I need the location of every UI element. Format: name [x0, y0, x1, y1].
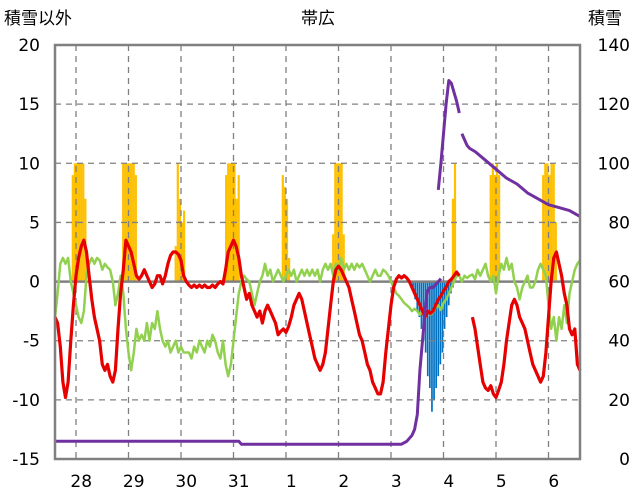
day-tick-label-2: 30: [175, 472, 197, 492]
sunshine-bar-45: [546, 163, 549, 282]
right-tick-label-2: 40: [608, 332, 630, 352]
precipitation-bar-11: [435, 281, 437, 389]
left-tick-label-7: 20: [18, 36, 40, 56]
sunshine-bar-27: [283, 186, 286, 282]
wind-line-0: [53, 256, 582, 378]
day-tick-label-4: 1: [286, 472, 297, 492]
sunshine-bar-46: [548, 175, 551, 282]
left-tick-label-6: 15: [18, 95, 40, 115]
day-tick-label-0: 28: [70, 472, 92, 492]
sunshine-bar-14: [174, 246, 177, 282]
snow_depth-line-2: [460, 133, 581, 218]
precipitation-bar-12: [437, 281, 440, 377]
precipitation-bar-3: [418, 281, 421, 318]
day-tick-label-9: 6: [548, 472, 559, 492]
sunshine-bar-5: [82, 163, 85, 282]
right-tick-label-1: 20: [608, 391, 630, 411]
bars-layer: [71, 163, 557, 412]
right-tick-label-6: 120: [598, 95, 630, 115]
sunshine-bar-30: [332, 234, 335, 282]
precipitation-bar-15: [443, 281, 446, 329]
sunshine-bar-39: [491, 163, 494, 282]
sunshine-bar-33: [338, 163, 341, 282]
snow_depth-line-0: [55, 277, 443, 446]
sunshine-bar-28: [285, 198, 289, 282]
sunshine-bar-24: [235, 198, 238, 282]
right-tick-label-5: 100: [598, 154, 630, 174]
sunshine-bar-32: [336, 163, 339, 282]
day-tick-label-7: 4: [443, 472, 454, 492]
left-tick-label-2: -5: [23, 332, 40, 352]
precipitation-bar-1: [414, 281, 416, 300]
day-tick-label-1: 29: [123, 472, 145, 492]
sunshine-bar-26: [281, 175, 284, 282]
sunshine-bar-19: [225, 175, 228, 282]
sunshine-bar-36: [451, 198, 454, 282]
right-axis-label: 積雪: [588, 9, 622, 29]
snow_depth-line-1: [436, 79, 461, 191]
right-tick-label-7: 140: [598, 36, 630, 56]
sunshine-bar-9: [126, 163, 129, 282]
left-tick-label-0: -15: [12, 450, 40, 470]
sunshine-bar-10: [128, 163, 131, 282]
sunshine-bar-43: [542, 175, 545, 282]
left-tick-label-5: 10: [18, 154, 40, 174]
sunshine-bar-25: [237, 175, 240, 282]
precipitation-bar-0: [412, 281, 414, 288]
precipitation-bar-13: [439, 281, 442, 365]
day-tick-label-3: 31: [228, 472, 250, 492]
lines-layer: [53, 79, 582, 446]
precipitation-bar-14: [441, 281, 444, 353]
sunshine-bar-1: [73, 163, 76, 282]
precipitation-bar-9: [431, 281, 433, 412]
sunshine-bar-18: [183, 210, 186, 282]
sunshine-bar-44: [544, 163, 547, 282]
day-tick-label-5: 2: [338, 472, 349, 492]
left-tick-label-4: 5: [29, 213, 40, 233]
chart-title: 帯広: [301, 9, 335, 29]
sunshine-bar-40: [493, 175, 496, 282]
temperature-line-1: [470, 250, 582, 400]
right-tick-label-3: 60: [608, 273, 630, 293]
right-tick-label-0: 0: [619, 450, 630, 470]
sunshine-bar-35: [342, 234, 345, 282]
sunshine-bar-38: [489, 175, 492, 282]
sunshine-bar-13: [134, 175, 137, 282]
sunshine-bar-42: [498, 175, 501, 282]
sunshine-bar-11: [130, 163, 133, 282]
sunshine-bar-21: [229, 163, 232, 282]
left-tick-label-3: 0: [29, 273, 40, 293]
left-axis-label: 積雪以外: [4, 9, 72, 29]
day-tick-label-6: 3: [391, 472, 402, 492]
precipitation-bar-8: [429, 281, 431, 389]
right-tick-label-4: 80: [608, 213, 630, 233]
temperature-line-0: [53, 238, 461, 400]
precipitation-bar-7: [426, 281, 429, 377]
sunshine-bar-16: [178, 198, 181, 282]
grid-layer: [55, 45, 580, 459]
left-tick-label-1: -10: [12, 391, 40, 411]
day-tick-label-8: 5: [496, 472, 507, 492]
sunshine-bar-20: [227, 163, 230, 282]
sunshine-bar-0: [71, 175, 74, 282]
sunshine-bar-17: [180, 222, 184, 282]
plot-frame: [53, 43, 582, 461]
